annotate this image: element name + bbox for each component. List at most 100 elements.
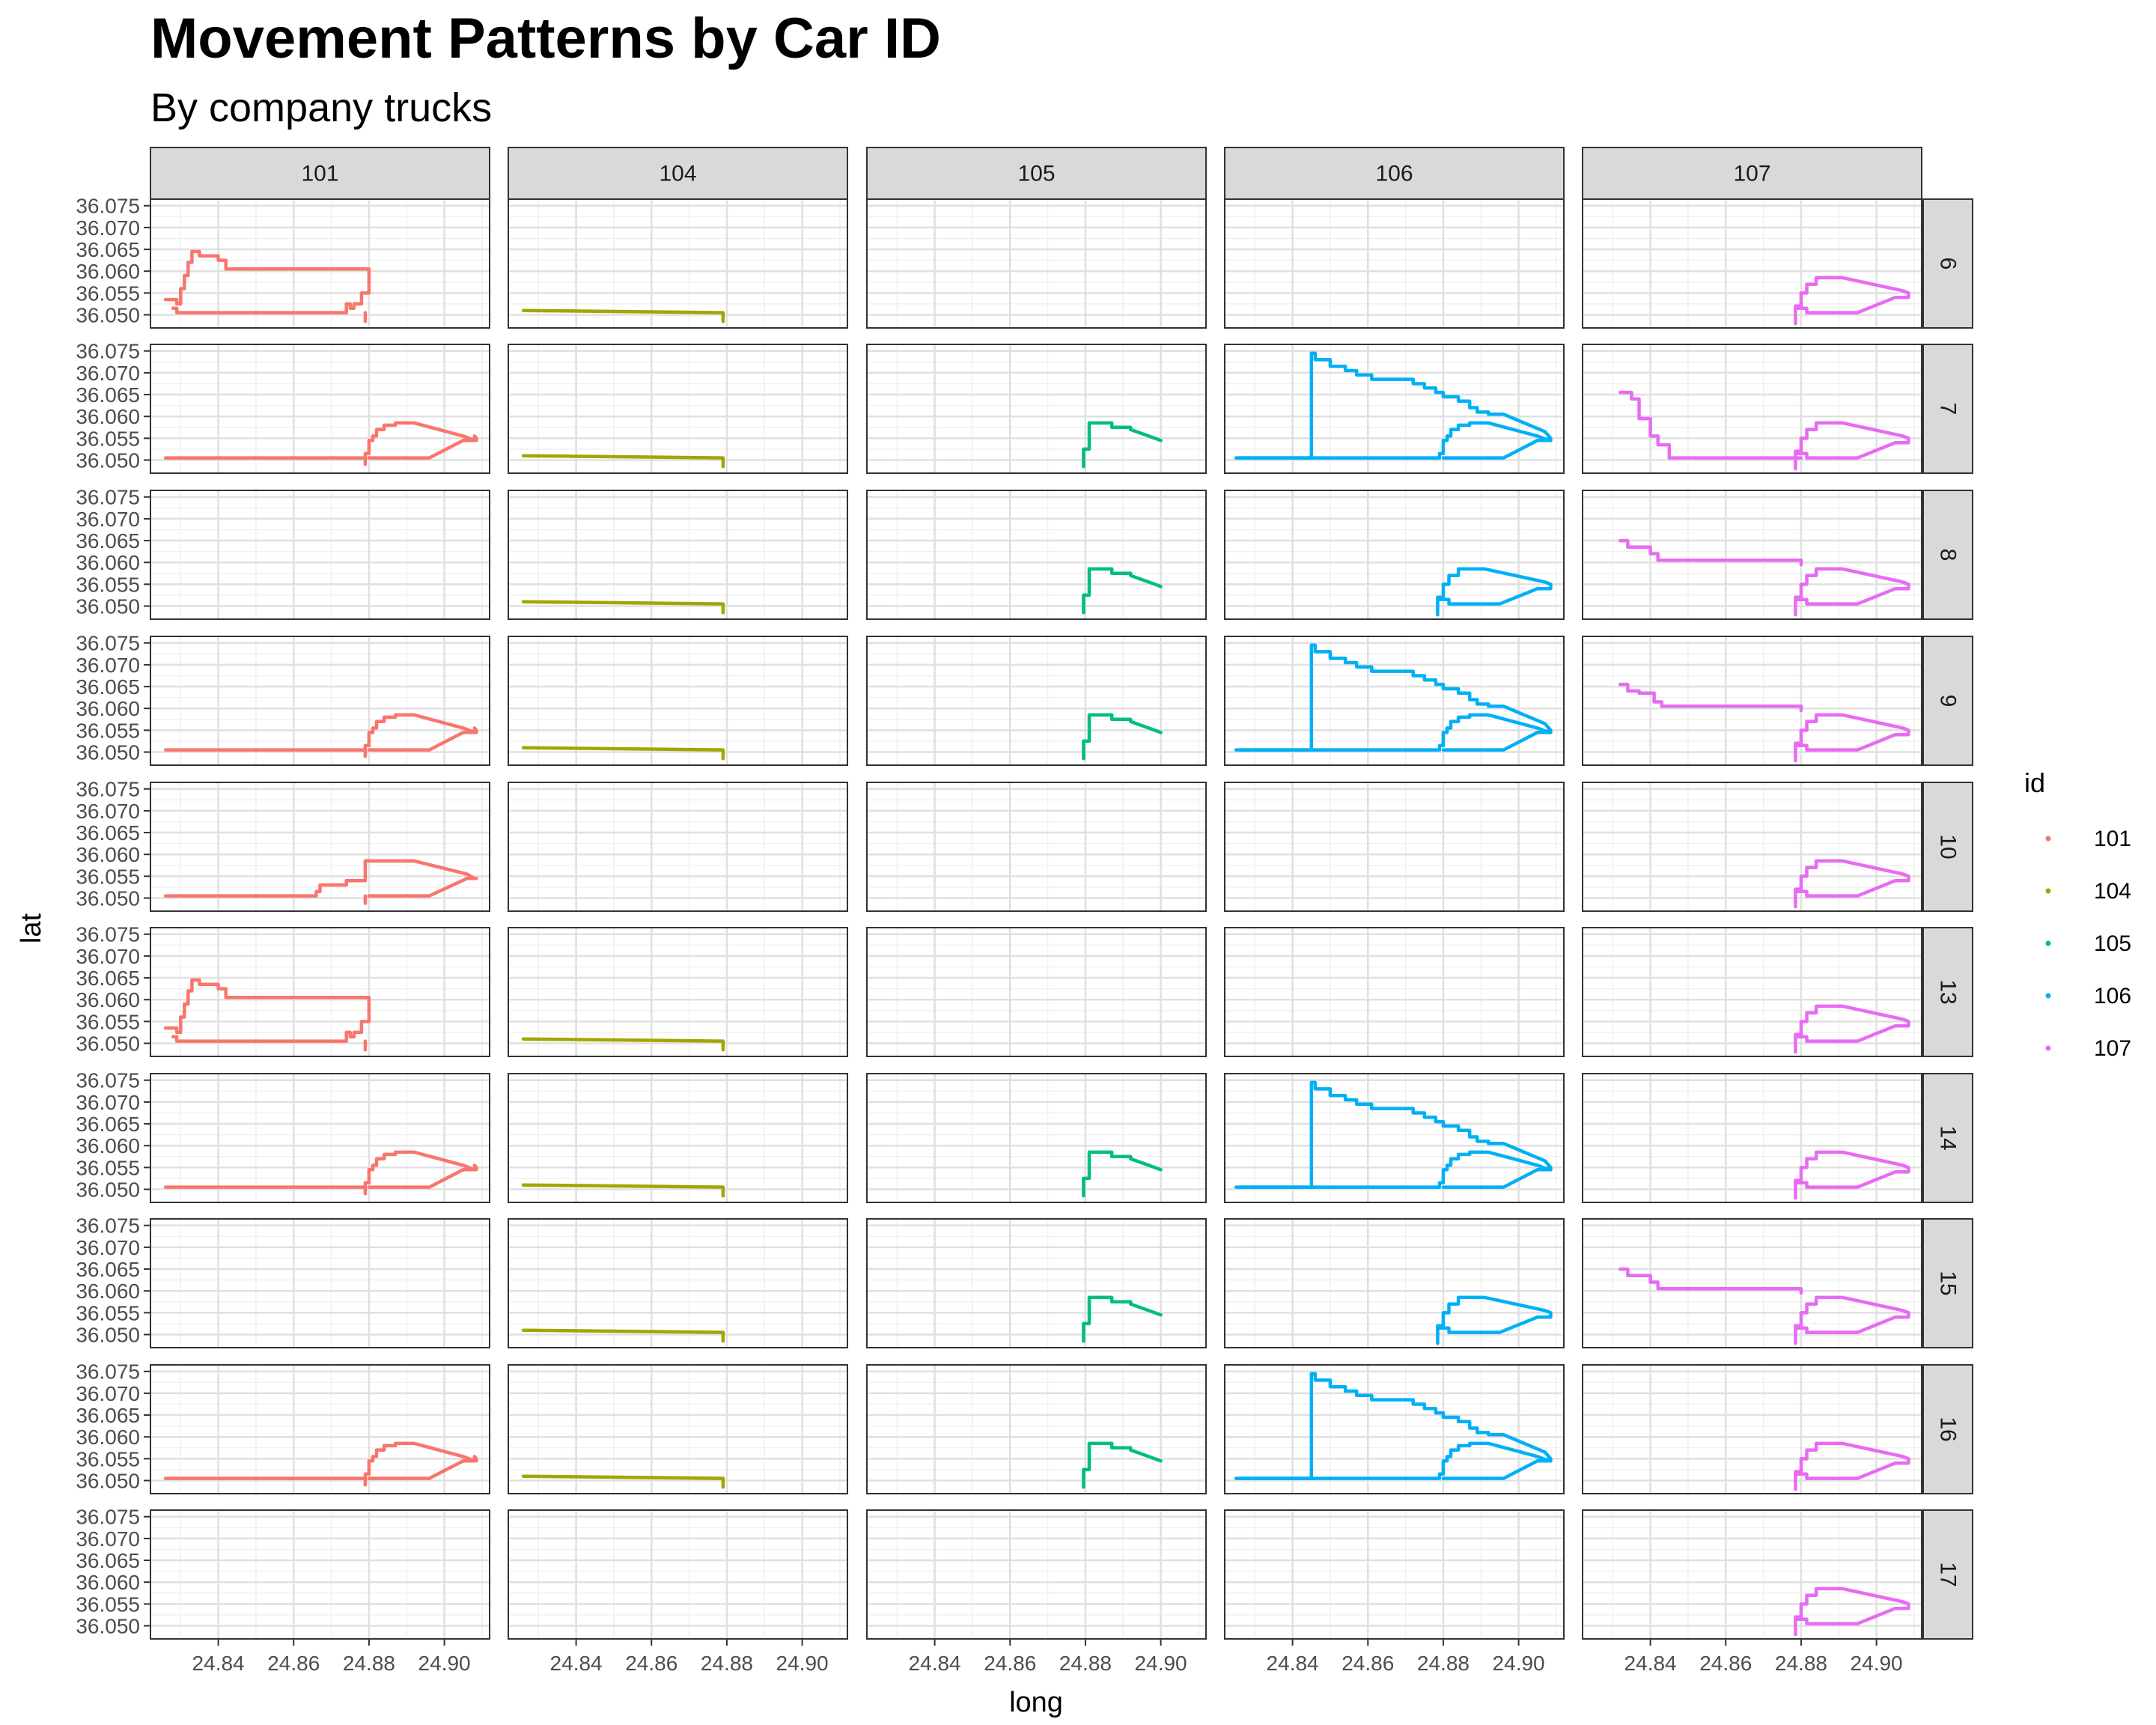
route-105-9-D <box>1082 713 1163 761</box>
x-tick-label: 24.86 <box>1699 1652 1752 1675</box>
route-101-14-B <box>163 1150 478 1189</box>
panel-107-16 <box>1582 1364 1922 1494</box>
route-106-9-E <box>1234 643 1553 752</box>
legend-label: 106 <box>2094 984 2131 1008</box>
panel-107-10 <box>1582 782 1922 912</box>
y-tick-label: 36.060 <box>76 697 140 720</box>
route-105-15-D <box>1082 1295 1163 1343</box>
panel-105-15 <box>866 1218 1207 1348</box>
x-axis-title: long <box>1009 1687 1063 1718</box>
panel-107-6 <box>1582 198 1922 329</box>
route-105-14-D <box>1082 1150 1163 1198</box>
route-101-13-A <box>163 978 371 1043</box>
legend-label: 107 <box>2094 1036 2131 1061</box>
legend-key <box>2045 993 2051 999</box>
panel-106-6 <box>1224 198 1565 329</box>
route-105-8-D <box>1082 567 1163 615</box>
y-tick-label: 36.075 <box>76 778 140 801</box>
y-tick-label: 36.055 <box>76 573 140 596</box>
panel-106-17 <box>1224 1509 1565 1640</box>
legend-item-106: 106 <box>2045 984 2131 1008</box>
route-101-10-H <box>163 859 478 898</box>
y-tick-label: 36.055 <box>76 427 140 450</box>
x-tick-label: 24.86 <box>1342 1652 1394 1675</box>
legend-key <box>2045 940 2051 946</box>
y-tick-label: 36.050 <box>76 449 140 472</box>
row-strip-15: 15 <box>1922 1218 1973 1348</box>
y-tick-label: 36.050 <box>76 741 140 764</box>
x-axis-col-104: 24.84 24.86 24.88 24.90 <box>550 1639 829 1675</box>
y-tick-label: 36.050 <box>76 595 140 618</box>
panel-106-16 <box>1224 1364 1565 1494</box>
row-strip-14: 14 <box>1922 1073 1973 1203</box>
legend-item-104: 104 <box>2045 879 2131 904</box>
y-tick-label: 36.050 <box>76 1615 140 1638</box>
route-106-7-B <box>1237 421 1553 460</box>
route-107-17-K <box>1794 1586 1910 1637</box>
x-tick-label: 24.88 <box>343 1652 395 1675</box>
y-tick-label: 36.060 <box>76 405 140 428</box>
x-tick-label: 24.88 <box>1059 1652 1112 1675</box>
panel-101-15 <box>150 1218 490 1348</box>
legend: id 101 104 105 106 107 <box>2024 767 2131 1061</box>
panel-105-17 <box>866 1509 1207 1640</box>
y-tick-label: 36.065 <box>76 675 140 699</box>
panel-101-7 <box>150 344 490 474</box>
legend-label: 104 <box>2094 879 2131 904</box>
x-tick-label: 24.90 <box>1493 1652 1545 1675</box>
route-106-8-F <box>1436 567 1553 608</box>
row-strip-label: 15 <box>1936 1271 1961 1295</box>
panel-104-17 <box>508 1509 848 1640</box>
route-107-15-G <box>1618 1267 1803 1295</box>
legend-item-105: 105 <box>2045 931 2131 956</box>
chart-subtitle: By company trucks <box>150 85 492 130</box>
x-axis-col-105: 24.84 24.86 24.88 24.90 <box>909 1639 1187 1675</box>
panels <box>150 198 1922 1640</box>
route-106-16-E <box>1234 1372 1553 1480</box>
panel-105-16 <box>866 1364 1207 1494</box>
route-107-6-K <box>1794 276 1910 326</box>
y-tick-label: 36.060 <box>76 1280 140 1303</box>
y-tick-label: 36.055 <box>76 282 140 305</box>
panel-105-9 <box>866 636 1207 766</box>
route-104-9-C <box>521 746 725 761</box>
panel-105-7 <box>866 344 1207 474</box>
y-tick-label: 36.070 <box>76 1382 140 1405</box>
panel-104-7 <box>508 344 848 474</box>
row-strip-6: 6 <box>1922 198 1973 329</box>
y-tick-label: 36.070 <box>76 1091 140 1114</box>
route-104-8-C <box>521 600 725 615</box>
panel-104-6 <box>508 198 848 329</box>
y-tick-label: 36.075 <box>76 1360 140 1384</box>
route-107-10-K <box>1794 859 1910 909</box>
row-strip-16: 16 <box>1922 1364 1973 1494</box>
y-tick-label: 36.075 <box>76 340 140 363</box>
panel-105-10 <box>866 782 1207 912</box>
panel-101-6 <box>150 198 490 329</box>
panel-104-15 <box>508 1218 848 1348</box>
panel-104-16 <box>508 1364 848 1494</box>
y-tick-label: 36.065 <box>76 1113 140 1136</box>
y-tick-label: 36.055 <box>76 1447 140 1470</box>
legend-label: 101 <box>2094 827 2131 851</box>
y-tick-label: 36.065 <box>76 238 140 261</box>
column-strips: 101 104 105 106 107 <box>150 147 1922 200</box>
x-tick-label: 24.84 <box>192 1652 245 1675</box>
route-107-7-I <box>1618 390 1803 460</box>
y-tick-label: 36.060 <box>76 988 140 1011</box>
row-strip-label: 13 <box>1936 979 1961 1004</box>
panel-106-9 <box>1224 636 1565 766</box>
route-104-15-C <box>521 1328 725 1343</box>
y-axis-title: lat <box>16 913 47 943</box>
row-strip-label: 14 <box>1936 1125 1961 1150</box>
y-tick-label: 36.075 <box>76 195 140 218</box>
panel-104-9 <box>508 636 848 766</box>
panel-101-16 <box>150 1364 490 1494</box>
x-axis-col-107: 24.84 24.86 24.88 24.90 <box>1624 1639 1903 1675</box>
y-tick-label: 36.055 <box>76 1301 140 1324</box>
panel-101-8 <box>150 490 490 620</box>
x-tick-label: 24.90 <box>418 1652 471 1675</box>
